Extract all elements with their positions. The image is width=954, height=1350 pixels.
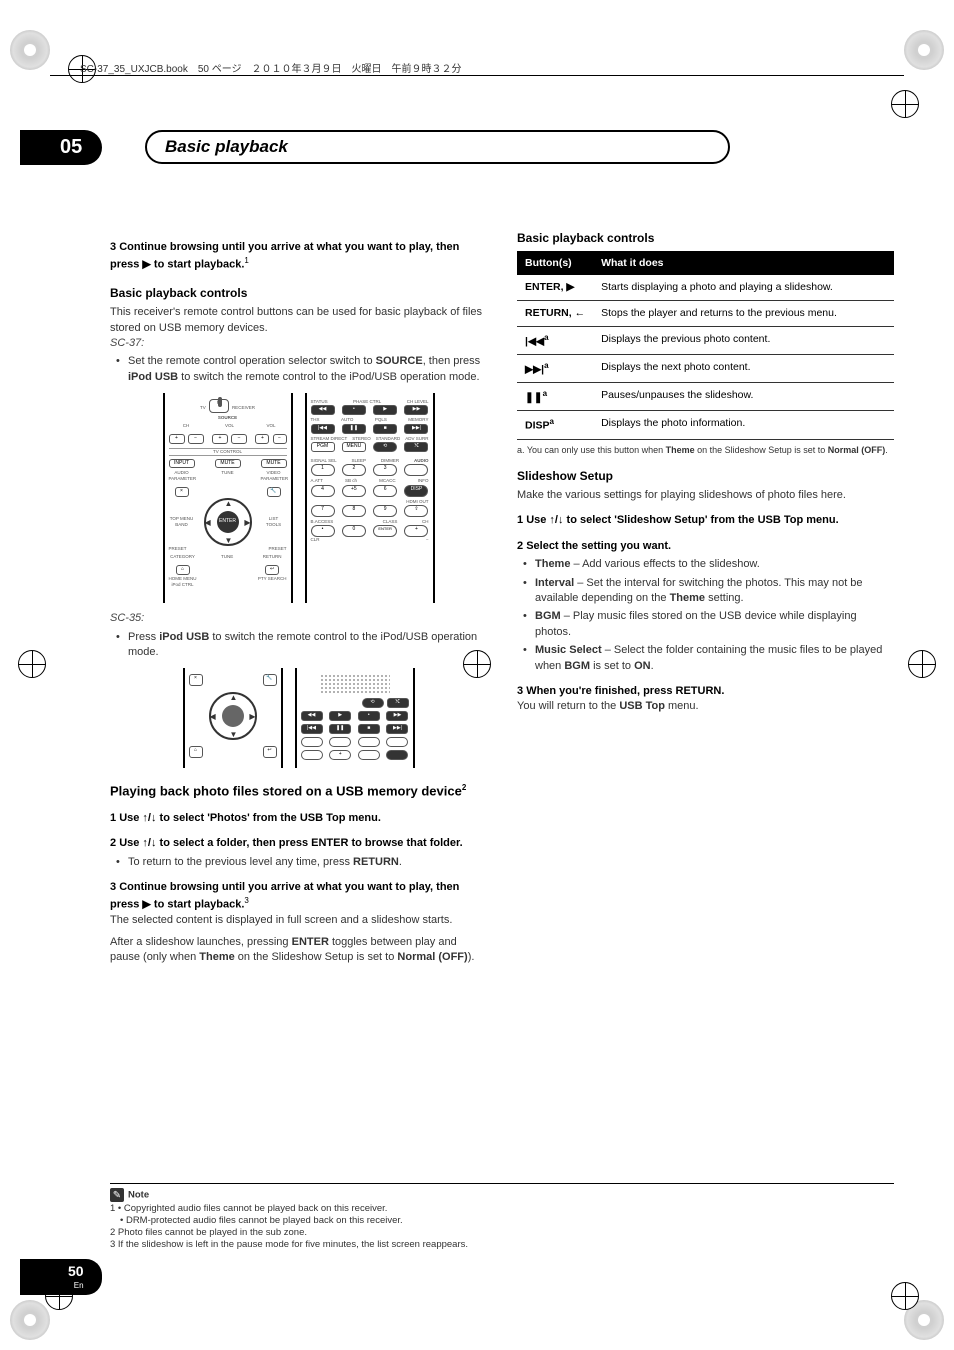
bullet: Interval – Set the interval for switchin…	[517, 576, 894, 607]
body-text: The selected content is displayed in ful…	[110, 913, 487, 928]
step-text: Use ↑/↓ to select 'Slideshow Setup' from…	[526, 514, 838, 526]
step-text: Select the setting you want.	[526, 540, 671, 552]
page-number-badge: 50 En	[20, 1259, 102, 1295]
table-header: What it does	[593, 251, 894, 276]
step-text: Continue browsing until you arrive at wh…	[110, 241, 459, 271]
footnote: • DRM-protected audio files cannot be pl…	[110, 1215, 894, 1226]
body-text: You will return to the USB Top menu.	[517, 699, 894, 714]
table-footnote: a. You can only use this button when The…	[517, 444, 894, 457]
reg-mark-mr	[908, 650, 936, 678]
crop-mark-tr	[904, 30, 944, 70]
table-row: ENTER, ▶Starts displaying a photo and pl…	[517, 275, 894, 300]
model-label: SC-35:	[110, 611, 487, 626]
left-column: 3 Continue browsing until you arrive at …	[110, 230, 487, 966]
model-label: SC-37:	[110, 336, 487, 351]
step-num: 1	[517, 514, 523, 526]
bullet: BGM – Play music files stored on the USB…	[517, 609, 894, 640]
reg-mark-ml	[18, 650, 46, 678]
remote-diagram-sc35: × 🔧 ▲ ▼ ◀ ▶ ⌂ ↩	[110, 660, 487, 768]
step-num: 2	[110, 837, 116, 849]
crop-mark-tl	[10, 30, 50, 70]
playback-controls-table: Button(s) What it does ENTER, ▶Starts di…	[517, 251, 894, 440]
table-row: |◀◀aDisplays the previous photo content.	[517, 326, 894, 354]
right-column: Basic playback controls Button(s) What i…	[517, 230, 894, 966]
remote-diagram-sc37: TV ⏻ RECEIVER SOURCE CH + − VOL + −	[110, 385, 487, 603]
reg-mark-tr	[891, 90, 919, 118]
chapter-number-tab: 05	[20, 130, 102, 165]
print-header: SC-37_35_UXJCB.book 50 ページ ２０１０年３月９日 火曜日…	[80, 60, 462, 75]
chapter-title: Basic playback	[145, 130, 730, 164]
step-text: When you're finished, press RETURN.	[526, 685, 724, 697]
table-row: RETURN, ←Stops the player and returns to…	[517, 301, 894, 327]
footnote: 2 Photo files cannot be played in the su…	[110, 1227, 894, 1238]
footnotes: ✎Note 1 • Copyrighted audio files cannot…	[110, 1183, 894, 1250]
body-text: After a slideshow launches, pressing ENT…	[110, 935, 487, 966]
crop-mark-bl	[10, 1300, 50, 1340]
table-row: ▶▶|aDisplays the next photo content.	[517, 355, 894, 383]
step-text: Use ↑/↓ to select 'Photos' from the USB …	[119, 812, 381, 824]
sub-heading: Slideshow Setup	[517, 468, 894, 485]
table-row: ❚❚aPauses/unpauses the slideshow.	[517, 383, 894, 411]
step-num: 3	[110, 881, 116, 893]
step-text: Continue browsing until you arrive at wh…	[110, 881, 459, 911]
bullet: Theme – Add various effects to the slide…	[517, 557, 894, 572]
body-text: This receiver's remote control buttons c…	[110, 305, 487, 336]
bullet: Music Select – Select the folder contain…	[517, 643, 894, 674]
footnote-ref: 1	[244, 256, 248, 265]
step-num: 1	[110, 812, 116, 824]
step-num: 3	[110, 241, 116, 253]
step-num: 3	[517, 685, 523, 697]
table-header: Button(s)	[517, 251, 593, 276]
bullet: Press iPod USB to switch the remote cont…	[110, 630, 487, 661]
header-rule	[50, 75, 904, 76]
bullet: To return to the previous level any time…	[110, 855, 487, 870]
step-num: 2	[517, 540, 523, 552]
footnote: 3 If the slideshow is left in the pause …	[110, 1239, 894, 1250]
note-icon: ✎	[110, 1188, 124, 1202]
table-row: DISPaDisplays the photo information.	[517, 411, 894, 439]
footnote: 1 • Copyrighted audio files cannot be pl…	[110, 1203, 894, 1214]
bullet: Set the remote control operation selecto…	[110, 354, 487, 385]
section-heading: Playing back photo files stored on a USB…	[110, 782, 487, 801]
step-text: Use ↑/↓ to select a folder, then press E…	[119, 837, 463, 849]
sub-heading: Basic playback controls	[517, 230, 894, 247]
body-text: Make the various settings for playing sl…	[517, 488, 894, 503]
sub-heading: Basic playback controls	[110, 285, 487, 302]
reg-mark-br	[891, 1282, 919, 1310]
